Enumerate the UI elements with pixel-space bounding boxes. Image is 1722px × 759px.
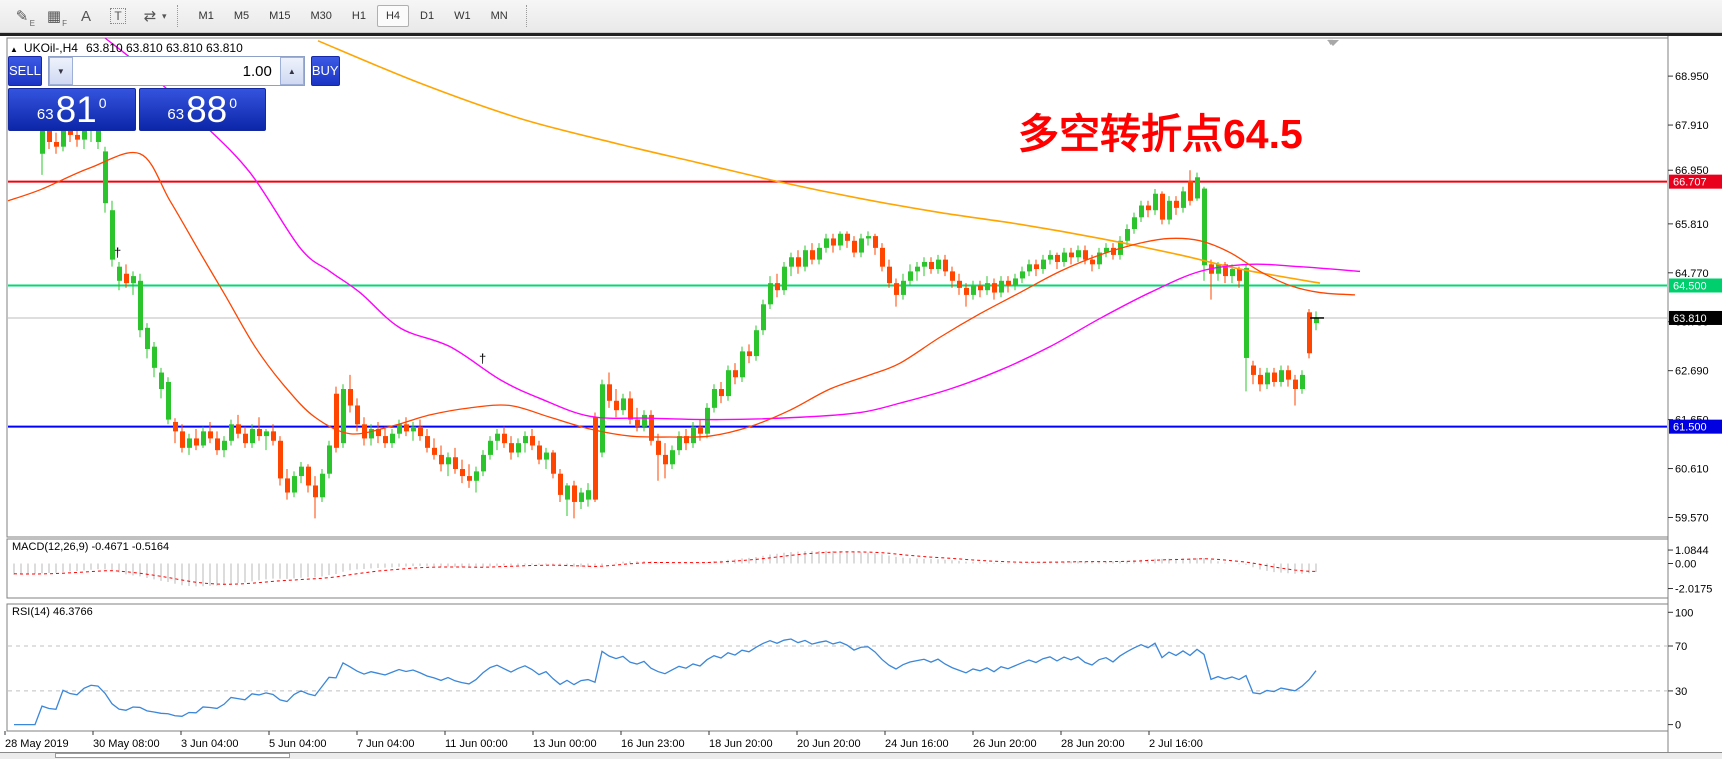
text-label-icon[interactable]: T bbox=[102, 4, 134, 28]
svg-text:28 May 2019: 28 May 2019 bbox=[5, 738, 69, 750]
svg-text:65.810: 65.810 bbox=[1675, 219, 1709, 231]
grid-icon[interactable]: ▦ F bbox=[38, 4, 70, 28]
cycles-glyph: ⇄ bbox=[143, 8, 157, 25]
svg-text:64.770: 64.770 bbox=[1675, 268, 1709, 280]
crayon-glyph: ✎ bbox=[15, 8, 29, 25]
svg-text:68.950: 68.950 bbox=[1675, 71, 1709, 83]
svg-text:30 May 08:00: 30 May 08:00 bbox=[93, 738, 160, 750]
buy-button[interactable]: BUY bbox=[310, 56, 340, 86]
svg-text:66.707: 66.707 bbox=[1673, 177, 1707, 189]
cycles-dropdown-caret[interactable]: ▾ bbox=[162, 10, 167, 21]
rsi-indicator-label: RSI(14) 46.3766 bbox=[12, 606, 93, 618]
sell-price-fraction: 0 bbox=[98, 95, 107, 111]
rsi-title: RSI(14) bbox=[12, 606, 50, 618]
macd-values: -0.4671 -0.5164 bbox=[91, 541, 170, 553]
dagger-marker: † bbox=[114, 245, 122, 260]
svg-text:20 Jun 20:00: 20 Jun 20:00 bbox=[797, 738, 861, 750]
svg-text:28 Jun 20:00: 28 Jun 20:00 bbox=[1061, 738, 1125, 750]
svg-text:100: 100 bbox=[1675, 607, 1693, 619]
svg-text:62.690: 62.690 bbox=[1675, 366, 1709, 378]
price-chart[interactable]: 68.95067.91066.95065.81064.77063.73062.6… bbox=[0, 33, 1722, 759]
macd-indicator-label: MACD(12,26,9) -0.4671 -0.5164 bbox=[12, 541, 169, 553]
sell-price-pips: 81 bbox=[55, 88, 97, 130]
buy-price-fraction: 0 bbox=[229, 95, 238, 111]
svg-text:16 Jun 23:00: 16 Jun 23:00 bbox=[621, 738, 685, 750]
svg-text:13 Jun 00:00: 13 Jun 00:00 bbox=[533, 738, 597, 750]
tf-m1[interactable]: M1 bbox=[190, 5, 223, 27]
svg-text:30: 30 bbox=[1675, 686, 1687, 698]
tf-m30[interactable]: M30 bbox=[302, 5, 341, 27]
svg-text:67.910: 67.910 bbox=[1675, 120, 1709, 132]
text-tool-icon[interactable]: A bbox=[70, 4, 102, 28]
grid-glyph: ▦ bbox=[46, 8, 62, 25]
grid-badge: F bbox=[62, 19, 67, 28]
svg-text:24 Jun 16:00: 24 Jun 16:00 bbox=[885, 738, 949, 750]
sell-button[interactable]: SELL bbox=[8, 56, 42, 86]
svg-text:11 Jun 00:00: 11 Jun 00:00 bbox=[445, 738, 508, 750]
volume-decrease-button[interactable]: ▼ bbox=[48, 57, 73, 85]
svg-text:61.500: 61.500 bbox=[1673, 422, 1707, 434]
dagger-marker: † bbox=[479, 351, 487, 366]
chart-window: 68.95067.91066.95065.81064.77063.73062.6… bbox=[0, 33, 1722, 759]
cycles-icon[interactable]: ⇄ bbox=[134, 4, 166, 28]
tf-d1[interactable]: D1 bbox=[411, 5, 443, 27]
scrollbar-thumb[interactable] bbox=[55, 753, 290, 758]
window-top-border bbox=[0, 33, 1722, 36]
rsi-value: 46.3766 bbox=[52, 606, 93, 618]
svg-text:18 Jun 20:00: 18 Jun 20:00 bbox=[709, 738, 773, 750]
symbol-title: UKOil-,H4 bbox=[23, 41, 78, 55]
toolbar-separator bbox=[525, 5, 532, 27]
svg-text:60.610: 60.610 bbox=[1675, 464, 1709, 476]
buy-price-quote[interactable]: 63 88 0 bbox=[138, 88, 266, 131]
volume-increase-button[interactable]: ▲ bbox=[279, 57, 304, 85]
svg-text:5 Jun 04:00: 5 Jun 04:00 bbox=[269, 738, 327, 750]
crayon-badge: E bbox=[29, 19, 35, 28]
toolbar-separator bbox=[176, 5, 183, 27]
svg-text:59.570: 59.570 bbox=[1675, 512, 1709, 524]
collapse-arrow-icon[interactable]: ▲ bbox=[10, 45, 18, 54]
svg-text:3 Jun 04:00: 3 Jun 04:00 bbox=[181, 738, 239, 750]
svg-text:0: 0 bbox=[1675, 720, 1681, 732]
volume-stepper: ▼ ▲ bbox=[47, 56, 305, 86]
tf-mn[interactable]: MN bbox=[482, 5, 517, 27]
svg-text:70: 70 bbox=[1675, 641, 1687, 653]
svg-text:2 Jul 16:00: 2 Jul 16:00 bbox=[1149, 738, 1203, 750]
svg-text:-2.0175: -2.0175 bbox=[1675, 584, 1712, 596]
volume-input[interactable] bbox=[72, 57, 280, 85]
tf-m5[interactable]: M5 bbox=[225, 5, 258, 27]
tf-m15[interactable]: M15 bbox=[260, 5, 299, 27]
bottom-scrollbar[interactable] bbox=[0, 752, 1722, 759]
svg-text:0.00: 0.00 bbox=[1675, 559, 1696, 571]
tf-h4[interactable]: H4 bbox=[376, 5, 410, 27]
label-glyph: T bbox=[110, 8, 126, 24]
symbol-header: ▲ UKOil-,H4 63.810 63.810 63.810 63.810 bbox=[10, 41, 243, 55]
svg-text:64.500: 64.500 bbox=[1673, 281, 1707, 293]
sell-price-whole: 63 bbox=[36, 106, 54, 123]
svg-text:26 Jun 20:00: 26 Jun 20:00 bbox=[973, 738, 1037, 750]
svg-text:1.0844: 1.0844 bbox=[1675, 545, 1709, 557]
text-glyph: A bbox=[80, 7, 91, 25]
one-click-trade-panel: SELL ▼ ▲ BUY 63 81 0 63 88 0 bbox=[8, 56, 340, 131]
svg-text:66.950: 66.950 bbox=[1675, 165, 1709, 177]
tf-h1[interactable]: H1 bbox=[343, 5, 375, 27]
toolbar: ✎ E ▦ F A T ⇄ ▾ M1 M5 M15 M30 H1 H4 D1 W… bbox=[0, 0, 1722, 33]
symbol-ohlc-values: 63.810 63.810 63.810 63.810 bbox=[85, 41, 243, 55]
buy-price-pips: 88 bbox=[186, 88, 228, 130]
crayon-draw-icon[interactable]: ✎ E bbox=[6, 4, 38, 28]
sell-price-quote[interactable]: 63 81 0 bbox=[8, 88, 136, 131]
chart-shift-marker-icon[interactable]: ▼ bbox=[1326, 37, 1335, 47]
svg-text:63.810: 63.810 bbox=[1673, 313, 1707, 325]
macd-title: MACD(12,26,9) bbox=[12, 541, 89, 553]
tf-w1[interactable]: W1 bbox=[445, 5, 480, 27]
buy-price-whole: 63 bbox=[167, 106, 185, 123]
svg-text:7 Jun 04:00: 7 Jun 04:00 bbox=[357, 738, 415, 750]
chart-text-annotation: 多空转折点64.5 bbox=[1018, 111, 1303, 157]
